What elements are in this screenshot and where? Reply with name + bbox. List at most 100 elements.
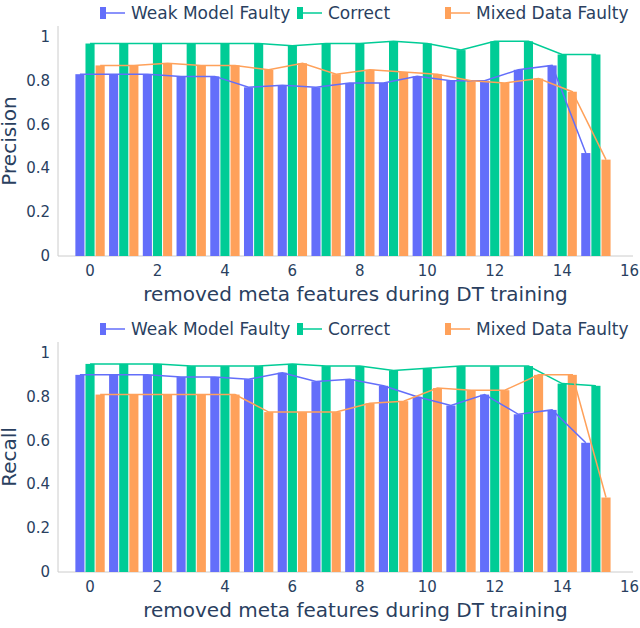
bar xyxy=(514,414,523,572)
bar xyxy=(456,366,465,572)
y-tick-label: 0.8 xyxy=(26,388,50,406)
x-tick xyxy=(494,572,495,576)
y-tick xyxy=(54,484,58,485)
bar xyxy=(143,375,152,572)
bar xyxy=(143,74,152,256)
bar xyxy=(278,85,287,256)
bar xyxy=(581,443,590,572)
bar xyxy=(96,65,105,256)
legend-swatch xyxy=(297,323,303,335)
bar xyxy=(311,381,320,572)
x-tick-label: 6 xyxy=(288,262,298,280)
bar xyxy=(187,44,196,256)
bar xyxy=(129,395,138,572)
bar xyxy=(254,44,263,256)
x-tick xyxy=(292,572,293,576)
x-tick-label: 0 xyxy=(85,262,95,280)
bar xyxy=(490,366,499,572)
legend-label: Weak Model Faulty xyxy=(131,3,290,23)
y-tick xyxy=(54,168,58,169)
x-tick-label: 8 xyxy=(355,578,365,596)
bar xyxy=(187,366,196,572)
bar xyxy=(177,377,186,572)
bar xyxy=(278,373,287,572)
bar xyxy=(254,366,263,572)
x-tick-label: 12 xyxy=(485,262,504,280)
bar xyxy=(446,81,455,256)
bar xyxy=(379,386,388,572)
series-line xyxy=(100,63,606,159)
y-tick-label: 0.2 xyxy=(26,203,50,221)
legend-label: Weak Model Faulty xyxy=(131,319,290,339)
legend-line xyxy=(106,12,125,14)
bar xyxy=(524,366,533,572)
x-tick xyxy=(157,256,158,260)
bar xyxy=(581,153,590,256)
legend: Weak Model FaultyCorrectMixed Data Fault… xyxy=(100,3,628,23)
x-tick-label: 12 xyxy=(485,578,504,596)
y-tick-label: 0 xyxy=(40,247,50,265)
bar xyxy=(365,403,374,572)
bar xyxy=(355,366,364,572)
bar xyxy=(591,386,600,572)
x-tick-label: 8 xyxy=(355,262,365,280)
x-tick-label: 4 xyxy=(220,578,230,596)
bar xyxy=(288,46,297,256)
x-tick-label: 14 xyxy=(553,578,572,596)
bar xyxy=(220,44,229,256)
bar xyxy=(548,65,557,256)
y-tick xyxy=(54,396,58,397)
bar xyxy=(298,412,307,572)
y-tick-label: 0.4 xyxy=(26,475,50,493)
legend-swatch xyxy=(445,7,451,19)
bar xyxy=(288,364,297,572)
x-tick xyxy=(90,572,91,576)
bar xyxy=(433,74,442,256)
legend-swatch xyxy=(297,7,303,19)
bar xyxy=(85,364,94,572)
y-axis-line xyxy=(58,342,59,572)
bar xyxy=(244,379,253,572)
bar xyxy=(109,375,118,572)
bar xyxy=(413,76,422,256)
bar xyxy=(480,395,489,572)
x-tick xyxy=(292,256,293,260)
x-tick-label: 16 xyxy=(620,262,639,280)
bar xyxy=(231,395,240,572)
bar xyxy=(210,377,219,572)
bar xyxy=(85,44,94,256)
bar xyxy=(365,70,374,256)
y-tick-label: 0.2 xyxy=(26,519,50,537)
x-tick-label: 10 xyxy=(418,578,437,596)
x-tick xyxy=(562,572,563,576)
bar xyxy=(119,44,128,256)
bar xyxy=(96,395,105,572)
bar xyxy=(524,41,533,256)
y-tick-label: 0.8 xyxy=(26,72,50,90)
y-axis-title: Precision xyxy=(0,96,21,185)
x-tick xyxy=(157,572,158,576)
bar xyxy=(423,44,432,256)
series-line xyxy=(100,375,606,498)
bar xyxy=(244,87,253,256)
bar xyxy=(177,76,186,256)
y-tick xyxy=(54,256,58,257)
x-tick xyxy=(427,256,428,260)
x-tick-label: 2 xyxy=(153,262,163,280)
bar xyxy=(558,384,567,572)
bar xyxy=(75,375,84,572)
bar xyxy=(591,54,600,256)
x-tick xyxy=(629,256,630,260)
legend-swatch xyxy=(445,323,451,335)
plot-area xyxy=(75,364,610,572)
bar xyxy=(514,70,523,256)
series-line xyxy=(80,373,586,443)
bar xyxy=(197,65,206,256)
y-tick-label: 0.6 xyxy=(26,116,50,134)
x-tick xyxy=(224,256,225,260)
x-tick xyxy=(494,256,495,260)
bar xyxy=(534,79,543,256)
y-axis-title: Recall xyxy=(0,427,21,487)
y-tick xyxy=(54,352,58,353)
x-axis-title: removed meta features during DT training xyxy=(143,282,568,306)
